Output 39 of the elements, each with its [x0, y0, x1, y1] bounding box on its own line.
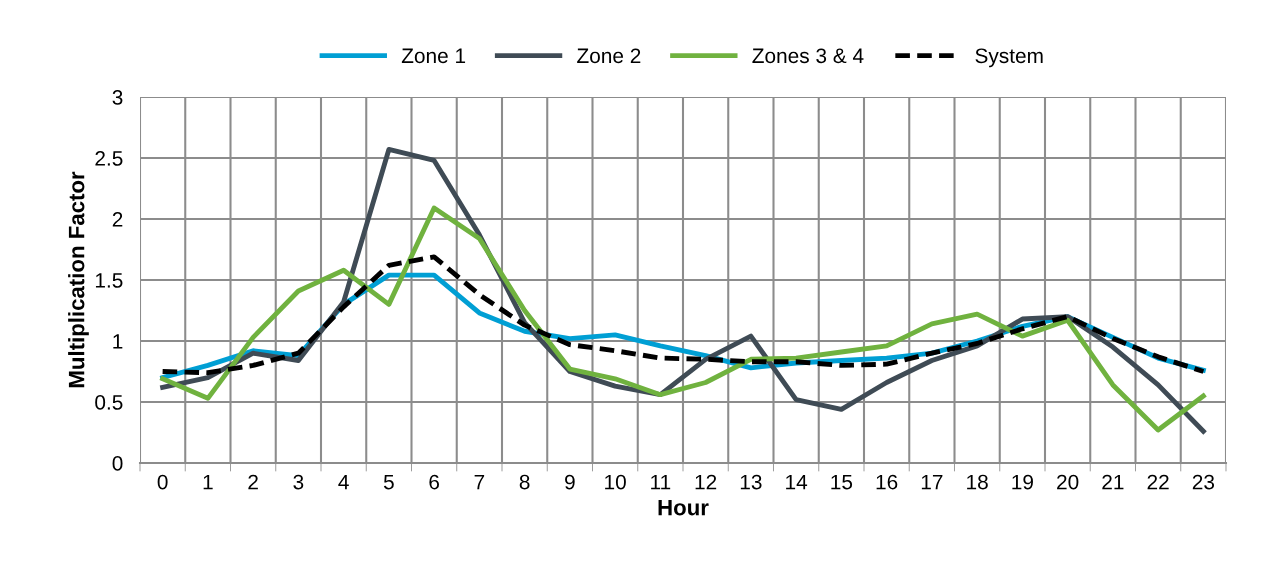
x-tick-label: 0 — [157, 474, 168, 490]
x-tick-label: 12 — [695, 474, 717, 490]
x-axis-title: Hour — [658, 499, 709, 516]
x-tick-label: 23 — [1192, 474, 1215, 490]
y-tick-label: 0 — [112, 456, 123, 471]
x-tick-label: 7 — [474, 474, 485, 490]
x-tick-label: 13 — [740, 474, 762, 490]
y-tick-label: 1 — [113, 334, 123, 349]
x-tick-label: 1 — [203, 474, 213, 490]
x-tick-label: 18 — [967, 474, 988, 490]
x-tick-label: 17 — [921, 474, 943, 490]
x-tick-label: 2 — [248, 474, 258, 490]
x-tick-label: 15 — [831, 474, 853, 490]
line-series — [160, 205, 1206, 433]
x-tick-label: 16 — [876, 474, 898, 490]
legend-label: Zone 1 — [401, 48, 466, 64]
y-axis-title: Multiplication Factor — [68, 171, 89, 388]
legend-label: System — [975, 48, 1043, 68]
line-series — [160, 254, 1206, 376]
y-tick-label: 2 — [112, 212, 123, 227]
y-tick-label: 2.5 — [95, 151, 123, 166]
x-tick-label: 3 — [293, 474, 304, 490]
x-tick-label: 11 — [651, 474, 671, 490]
x-tick-label: 10 — [605, 474, 626, 490]
x-tick-label: 14 — [786, 474, 808, 490]
legend-label: Zones 3 & 4 — [752, 48, 864, 64]
y-tick-label: 3 — [112, 90, 123, 105]
x-tick-label: 5 — [383, 474, 394, 490]
x-tick-label: 4 — [338, 474, 349, 490]
x-tick-label: 21 — [1102, 474, 1124, 490]
x-tick-label: 19 — [1012, 474, 1033, 490]
x-tick-label: 9 — [565, 474, 575, 490]
y-tick-label: 0.5 — [95, 395, 123, 410]
y-tick-label: 1.5 — [95, 273, 123, 288]
x-tick-label: 20 — [1057, 474, 1079, 490]
x-tick-label: 22 — [1147, 474, 1169, 490]
legend-label: Zone 2 — [577, 48, 641, 64]
x-tick-label: 6 — [429, 474, 439, 490]
x-tick-label: 8 — [519, 474, 530, 490]
